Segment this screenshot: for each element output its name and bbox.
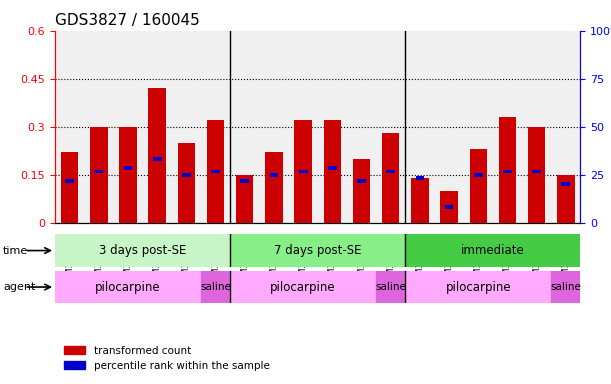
Legend: transformed count, percentile rank within the sample: transformed count, percentile rank withi… [60,341,274,375]
Text: time: time [3,246,28,256]
Text: saline: saline [551,282,581,292]
Bar [474,173,483,177]
Bar [240,179,249,183]
Bar [557,175,574,223]
Text: saline: saline [375,282,406,292]
Text: pilocarpine: pilocarpine [95,281,161,293]
Bar [445,205,453,209]
Bar [415,176,424,180]
Bar [94,170,103,174]
Bar [55,271,201,303]
Bar [562,182,570,186]
Text: agent: agent [3,282,35,292]
Bar [55,234,230,267]
Bar [357,179,366,183]
Bar [178,143,195,223]
Text: 7 days post-SE: 7 days post-SE [274,244,362,257]
Bar [123,166,133,170]
Bar [148,88,166,223]
Bar [528,127,546,223]
Bar [90,127,108,223]
Bar [532,170,541,174]
Text: saline: saline [200,282,231,292]
Bar [405,271,551,303]
Bar [295,120,312,223]
Bar [499,117,516,223]
Bar [182,173,191,177]
Bar [230,271,376,303]
Bar [211,170,220,174]
Bar [551,271,580,303]
Bar [299,170,307,174]
Bar [441,191,458,223]
Bar [328,166,337,170]
Text: 3 days post-SE: 3 days post-SE [99,244,186,257]
Bar [503,170,512,174]
Bar [353,159,370,223]
Bar [324,120,341,223]
Bar [61,152,78,223]
Bar [153,157,161,161]
Bar [65,179,74,183]
Bar [376,271,405,303]
Bar [411,178,429,223]
Bar [265,152,283,223]
Bar [230,234,405,267]
Bar [201,271,230,303]
Text: pilocarpine: pilocarpine [270,281,336,293]
Text: immediate: immediate [461,244,525,257]
Bar [269,173,278,177]
Bar [236,175,254,223]
Bar [469,149,487,223]
Bar [119,127,137,223]
Bar [207,120,224,223]
Text: GDS3827 / 160045: GDS3827 / 160045 [55,13,200,28]
Bar [386,170,395,174]
Bar [382,133,400,223]
Text: pilocarpine: pilocarpine [445,281,511,293]
Bar [405,234,580,267]
